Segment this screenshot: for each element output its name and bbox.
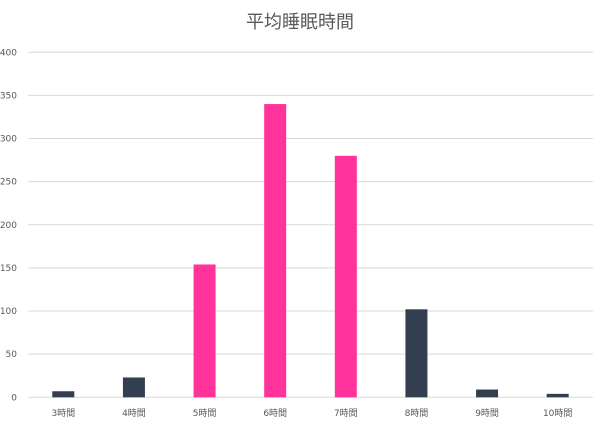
x-tick-label: 3時間 [51, 408, 75, 419]
bar [122, 377, 145, 398]
x-tick-label: 10時間 [543, 408, 572, 419]
y-tick-label: 50 [6, 350, 18, 360]
bar [334, 155, 357, 398]
y-tick-label: 350 [0, 91, 17, 101]
x-tick-label: 7時間 [334, 408, 358, 419]
bar [476, 389, 499, 398]
y-tick-label: 200 [0, 221, 17, 231]
y-tick-label: 100 [0, 307, 17, 317]
y-tick-label: 0 [11, 393, 17, 403]
bar [405, 309, 428, 398]
x-tick-label: 8時間 [405, 408, 429, 419]
y-tick-label: 250 [0, 178, 17, 188]
y-tick-label: 300 [0, 135, 17, 145]
bar [193, 264, 216, 398]
x-tick-label: 9時間 [475, 408, 499, 419]
bar [546, 393, 569, 398]
chart-title: 平均睡眠時間 [246, 12, 354, 33]
x-tick-label: 6時間 [263, 408, 287, 419]
y-tick-label: 400 [0, 48, 17, 58]
y-tick-label: 150 [0, 264, 17, 274]
x-tick-label: 5時間 [193, 408, 217, 419]
bar [52, 391, 75, 398]
x-tick-label: 4時間 [122, 408, 146, 419]
bar [264, 104, 287, 398]
